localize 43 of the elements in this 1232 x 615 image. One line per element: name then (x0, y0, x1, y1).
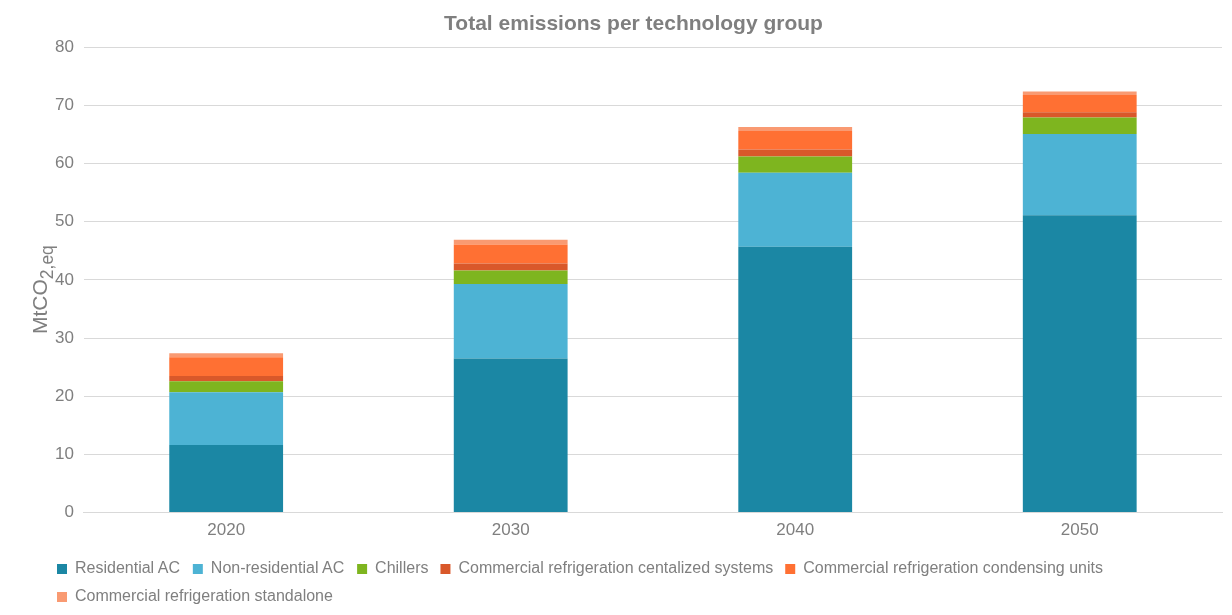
legend-label: Non-residential AC (210, 559, 345, 577)
bar (453, 358, 568, 513)
bar (169, 357, 284, 376)
bar (453, 283, 568, 359)
y-tick-label: 70 (54, 95, 74, 115)
y-tick-label: 0 (64, 502, 74, 522)
bar (1022, 112, 1137, 118)
bar (738, 149, 853, 157)
bar (1022, 215, 1137, 513)
bar (1022, 117, 1137, 134)
bar (738, 126, 853, 131)
bar (1022, 94, 1137, 113)
bar (169, 353, 284, 358)
bar (1022, 91, 1137, 95)
y-tick-label: 50 (54, 211, 74, 231)
x-tick-label: 2030 (491, 520, 530, 540)
legend-label: Commercial refrigeration centalized systems (458, 559, 774, 577)
bar (738, 246, 853, 513)
y-tick-label: 30 (54, 327, 74, 347)
bar (453, 263, 568, 271)
bar (738, 156, 853, 173)
bar (453, 244, 568, 264)
x-tick-label: 2050 (1060, 520, 1099, 540)
bar (738, 172, 853, 247)
bar (169, 375, 284, 382)
bar (169, 381, 284, 393)
bar (169, 392, 284, 446)
x-tick-label: 2040 (776, 520, 815, 540)
x-tick-label: 2020 (207, 520, 246, 540)
y-tick-label: 20 (54, 385, 74, 405)
bar (169, 445, 284, 513)
y-tick-label: 10 (54, 444, 74, 464)
legend-label: Commercial refrigeration condensing units (803, 559, 1103, 577)
bar (453, 270, 568, 284)
legend-label: Residential AC (75, 559, 180, 577)
bar (738, 130, 853, 150)
y-tick-label: 40 (54, 269, 74, 289)
bar (1022, 133, 1137, 216)
chart-title: Total emissions per technology group (444, 11, 823, 35)
legend-label: Chillers (375, 559, 429, 577)
legend-label: Commercial refrigeration standalone (75, 587, 333, 605)
y-tick-label: 60 (54, 153, 74, 173)
y-tick-label: 80 (54, 36, 74, 56)
